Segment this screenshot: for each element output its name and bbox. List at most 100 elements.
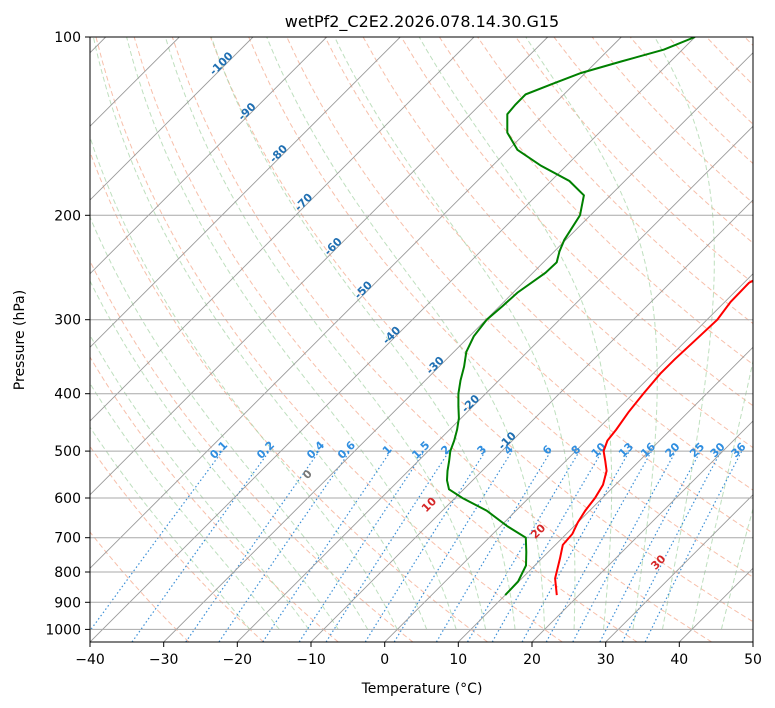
dry-adiabat <box>591 37 753 204</box>
profiles <box>445 37 753 596</box>
dry-adiabat <box>362 37 753 449</box>
x-tick-label: 20 <box>523 652 541 668</box>
dry-adiabat-label: 40 <box>768 578 775 598</box>
dry-adiabat <box>90 531 190 642</box>
y-tick-label: 600 <box>54 491 81 507</box>
dry-adiabat <box>95 37 563 642</box>
moist-adiabat <box>90 135 398 630</box>
mixing-ratio-label: 6 <box>540 443 555 458</box>
moist-adiabat <box>164 37 487 630</box>
isotherm <box>90 37 475 422</box>
mixing-ratio-label: 0.6 <box>335 438 358 461</box>
mixing-ratio-line <box>218 450 351 642</box>
mixing-ratio-label: 3 <box>475 443 490 458</box>
dry-adiabat-label: 20 <box>528 521 548 541</box>
x-tick-label: −20 <box>223 652 253 668</box>
moist-adiabat <box>418 37 613 630</box>
x-tick-label: −30 <box>149 652 179 668</box>
moist-adiabat <box>266 37 546 630</box>
dry-adiabat <box>248 37 753 578</box>
isotherm <box>90 37 696 642</box>
mixing-ratio-line <box>599 450 702 642</box>
dry-adiabat <box>133 37 638 642</box>
dry-adiabat <box>400 37 753 407</box>
y-tick-label: 900 <box>54 595 81 611</box>
mixing-ratio-line <box>572 450 677 642</box>
isotherm-label: -30 <box>424 354 447 377</box>
isotherm-label: -10 <box>496 429 519 452</box>
mixing-ratio-label: 0.4 <box>304 438 327 461</box>
moist-adiabat <box>90 215 369 630</box>
x-tick-label: 40 <box>670 652 688 668</box>
mixing-ratio-line <box>393 450 513 642</box>
dry-adiabat-label: 0 <box>300 467 315 482</box>
moist-adiabat <box>691 358 753 630</box>
isotherm-label: -40 <box>380 324 403 347</box>
y-axis-label: Pressure (hPa) <box>12 290 28 390</box>
dry-adiabat <box>668 37 753 125</box>
dewpoint-profile <box>445 37 696 596</box>
dry-adiabat <box>324 37 753 491</box>
x-tick-label: 30 <box>597 652 615 668</box>
moist-adiabat <box>334 37 576 630</box>
moist-adiabat <box>654 37 715 630</box>
mixing-ratio-line <box>185 450 320 642</box>
moist-adiabat <box>90 334 310 630</box>
isotherm <box>752 641 753 642</box>
isotherm <box>90 37 328 275</box>
y-tick-label: 400 <box>54 387 81 403</box>
x-tick-label: −10 <box>296 652 326 668</box>
x-tick-label: 50 <box>744 652 762 668</box>
dry-adiabat <box>515 37 753 284</box>
y-tick-label: 100 <box>54 30 81 46</box>
y-tick-label: 300 <box>54 313 81 329</box>
x-axis-label: Temperature (°C) <box>361 681 483 697</box>
isotherm <box>90 37 401 348</box>
isotherm <box>310 199 753 642</box>
mixing-ratio-line <box>621 450 722 642</box>
moist-adiabat <box>126 37 457 630</box>
moist-adiabat <box>210 37 516 630</box>
dry-adiabat <box>477 37 753 325</box>
y-tick-label: 500 <box>54 444 81 460</box>
mixing-ratio-line <box>262 450 392 642</box>
axes: −40 −30 −20 −10 0 10 20 30 40 5010020030040050060… <box>45 30 762 668</box>
mixing-ratio-line <box>298 450 425 642</box>
dry-adiabat <box>90 356 339 642</box>
dry-adiabat <box>438 37 753 366</box>
chart-title: wetPf2_C2E2.2026.078.14.30.G15 <box>285 12 559 32</box>
isotherm <box>678 567 753 642</box>
dry-adiabat <box>90 150 488 642</box>
mixing-ratio-label: 16 <box>638 440 658 460</box>
mixing-ratio-line <box>545 450 653 642</box>
mixing-ratio-label: 20 <box>663 440 683 460</box>
moist-adiabat <box>90 279 339 630</box>
x-tick-label: −40 <box>75 652 105 668</box>
dry-adiabat <box>744 37 753 47</box>
dry-adiabat <box>210 37 753 623</box>
y-tick-label: 700 <box>54 531 81 547</box>
isotherm <box>163 52 753 642</box>
dry-adiabat <box>90 445 264 642</box>
moist-adiabat <box>525 37 658 630</box>
isotherm <box>236 125 753 642</box>
dry-adiabat <box>90 259 414 642</box>
isotherm-label: -80 <box>267 142 290 165</box>
moist-adiabat <box>92 37 428 630</box>
mixing-ratio-label: 25 <box>687 440 707 460</box>
isotherm <box>90 37 254 201</box>
isotherm-label: -50 <box>352 278 375 301</box>
isotherm <box>384 273 753 642</box>
mixing-ratio-label: 1.5 <box>409 439 432 462</box>
isotherm <box>457 346 753 642</box>
mixing-ratio-line <box>131 450 270 642</box>
temperature-profile <box>554 279 753 596</box>
dry-adiabat <box>706 37 753 86</box>
mixing-ratio-line <box>90 450 223 632</box>
y-tick-label: 200 <box>54 208 81 224</box>
mixing-ratio-label: 13 <box>616 440 636 460</box>
mixing-ratio-line <box>644 450 743 642</box>
moist-adiabat <box>720 506 753 630</box>
moist-adiabat <box>90 426 251 630</box>
